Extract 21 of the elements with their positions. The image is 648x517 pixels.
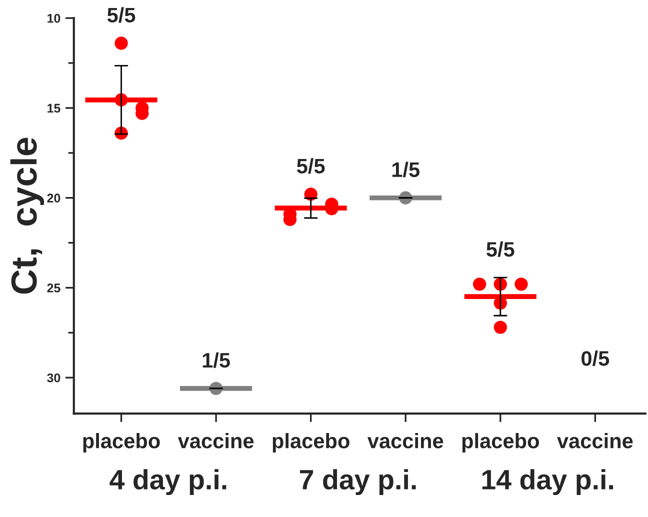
x-tick-label: vaccine	[557, 433, 633, 448]
x-tick-label: placebo	[83, 433, 160, 452]
text: 7 day p.i.	[300, 469, 416, 496]
text: 14 day p.i.	[482, 469, 614, 496]
text: 4 day p.i.	[110, 469, 226, 496]
annotation: 5/5	[107, 7, 136, 23]
y-tick-label: 25	[47, 284, 60, 292]
annotation: 5/5	[486, 241, 514, 257]
annotation: 0/5	[582, 350, 610, 366]
x-tick-label: placebo	[272, 433, 350, 452]
x-tick-label: vaccine	[178, 433, 254, 448]
x-tick-label: placebo	[462, 433, 539, 452]
y-tick-label: 15	[48, 104, 60, 113]
y-tick-label: 20	[47, 194, 60, 203]
y-axis-title: Ct, cycle	[10, 138, 44, 294]
x-tick-label: vaccine	[367, 433, 444, 448]
annotation: 5/5	[296, 158, 325, 174]
y-tick-label: 30	[47, 373, 60, 382]
y-tick-label: 10	[48, 14, 60, 23]
annotation: 1/5	[202, 352, 230, 368]
annotation: 1/5	[392, 162, 420, 178]
